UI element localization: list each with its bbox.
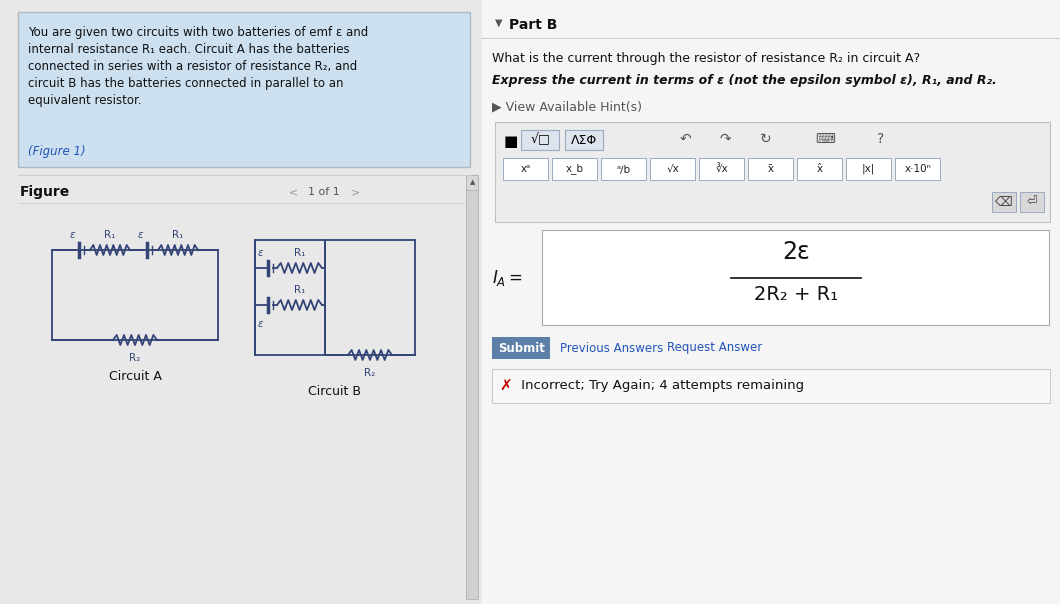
Bar: [482, 0, 1060, 604]
Bar: [466, 175, 478, 190]
Text: x̂: x̂: [817, 164, 823, 174]
Bar: [748, 158, 793, 180]
Text: <: <: [289, 187, 298, 197]
Bar: [543, 230, 1049, 325]
Text: ✗: ✗: [499, 379, 512, 393]
Bar: [0, 0, 482, 604]
Text: >: >: [351, 187, 360, 197]
Text: 1 of 1: 1 of 1: [307, 187, 339, 197]
Text: ΛΣΦ: ΛΣΦ: [571, 133, 598, 147]
Text: ∛x: ∛x: [716, 164, 728, 174]
Text: ε: ε: [69, 230, 75, 240]
Text: R₁: R₁: [173, 230, 183, 240]
Text: ᵃ∕b: ᵃ∕b: [617, 164, 631, 174]
Text: x̄: x̄: [767, 164, 774, 174]
Text: Circuit B: Circuit B: [308, 385, 361, 398]
Text: What is the current through the resistor of resistance R₂ in circuit A?: What is the current through the resistor…: [492, 52, 920, 65]
Text: x·10ⁿ: x·10ⁿ: [904, 164, 931, 174]
Bar: [1020, 192, 1044, 212]
Text: ↶: ↶: [679, 132, 691, 146]
Text: R₁: R₁: [104, 230, 116, 240]
Text: x_b: x_b: [566, 164, 584, 175]
Bar: [495, 122, 1050, 222]
Text: Incorrect; Try Again; 4 attempts remaining: Incorrect; Try Again; 4 attempts remaini…: [517, 379, 805, 393]
Text: R₁: R₁: [294, 248, 305, 258]
Bar: [492, 337, 550, 359]
Text: You are given two circuits with two batteries of emf ε and: You are given two circuits with two batt…: [28, 26, 368, 39]
Text: Express the current in terms of ε (not the epsilon symbol ε), R₁, and R₂.: Express the current in terms of ε (not t…: [492, 74, 997, 87]
Text: Submit: Submit: [498, 341, 545, 355]
Text: ↷: ↷: [720, 132, 731, 146]
Text: ⌫: ⌫: [995, 196, 1012, 208]
Text: ▶ View Available Hint(s): ▶ View Available Hint(s): [492, 100, 642, 113]
Text: √x: √x: [667, 164, 679, 174]
Bar: [522, 130, 560, 150]
Text: ⌨: ⌨: [815, 132, 835, 146]
Bar: [650, 158, 695, 180]
Text: xᵃ: xᵃ: [520, 164, 531, 174]
Text: internal resistance R₁ each. Circuit A has the batteries: internal resistance R₁ each. Circuit A h…: [28, 43, 350, 56]
Text: √□: √□: [530, 133, 550, 147]
Bar: [896, 158, 940, 180]
Bar: [700, 158, 744, 180]
Text: ε: ε: [258, 248, 263, 258]
Text: $I_A =$: $I_A =$: [492, 268, 523, 288]
Text: ■: ■: [504, 134, 517, 149]
Text: ↻: ↻: [759, 132, 771, 146]
Text: R₁: R₁: [294, 285, 305, 295]
Text: ▼: ▼: [495, 18, 502, 28]
Text: (Figure 1): (Figure 1): [28, 145, 86, 158]
Bar: [846, 158, 891, 180]
Text: connected in series with a resistor of resistance R₂, and: connected in series with a resistor of r…: [28, 60, 357, 73]
Bar: [601, 158, 647, 180]
Bar: [466, 175, 478, 599]
Text: |x|: |x|: [862, 164, 876, 174]
Text: ε: ε: [258, 319, 263, 329]
Text: 2R₂ + R₁: 2R₂ + R₁: [754, 286, 837, 304]
Text: ε: ε: [137, 230, 143, 240]
Text: 2ε: 2ε: [782, 240, 810, 264]
Bar: [797, 158, 843, 180]
Text: Part B: Part B: [509, 18, 558, 32]
Bar: [18, 12, 471, 167]
Bar: [504, 158, 548, 180]
Text: Previous Answers: Previous Answers: [561, 341, 664, 355]
Bar: [565, 130, 603, 150]
Text: R₂: R₂: [129, 353, 141, 363]
Text: Figure: Figure: [20, 185, 70, 199]
Bar: [552, 158, 597, 180]
Bar: [492, 369, 1050, 403]
Text: R₂: R₂: [365, 368, 375, 378]
Text: ▲: ▲: [470, 179, 475, 185]
Text: Request Answer: Request Answer: [668, 341, 762, 355]
Bar: [992, 192, 1015, 212]
Text: Circuit A: Circuit A: [108, 370, 161, 383]
Text: equivalent resistor.: equivalent resistor.: [28, 94, 142, 107]
Text: ?: ?: [877, 132, 884, 146]
Text: circuit B has the batteries connected in parallel to an: circuit B has the batteries connected in…: [28, 77, 343, 90]
Text: ⏎: ⏎: [1027, 196, 1038, 208]
